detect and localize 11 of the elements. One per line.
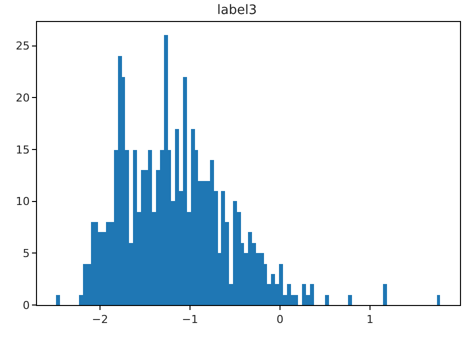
y-tick-label: 25 [16,40,30,53]
y-tick-label: 15 [16,143,30,156]
y-tick-label: 10 [16,195,30,208]
y-tick-label: 0 [22,298,30,312]
chart-title: label3 [217,3,257,18]
x-tick-label: −2 [92,313,108,326]
x-tick-label: 1 [366,313,374,326]
x-tick-label: 0 [276,313,284,326]
x-tick-label: −1 [182,313,198,326]
y-tick-label: 5 [22,247,30,260]
y-tick-label: 20 [16,92,30,105]
